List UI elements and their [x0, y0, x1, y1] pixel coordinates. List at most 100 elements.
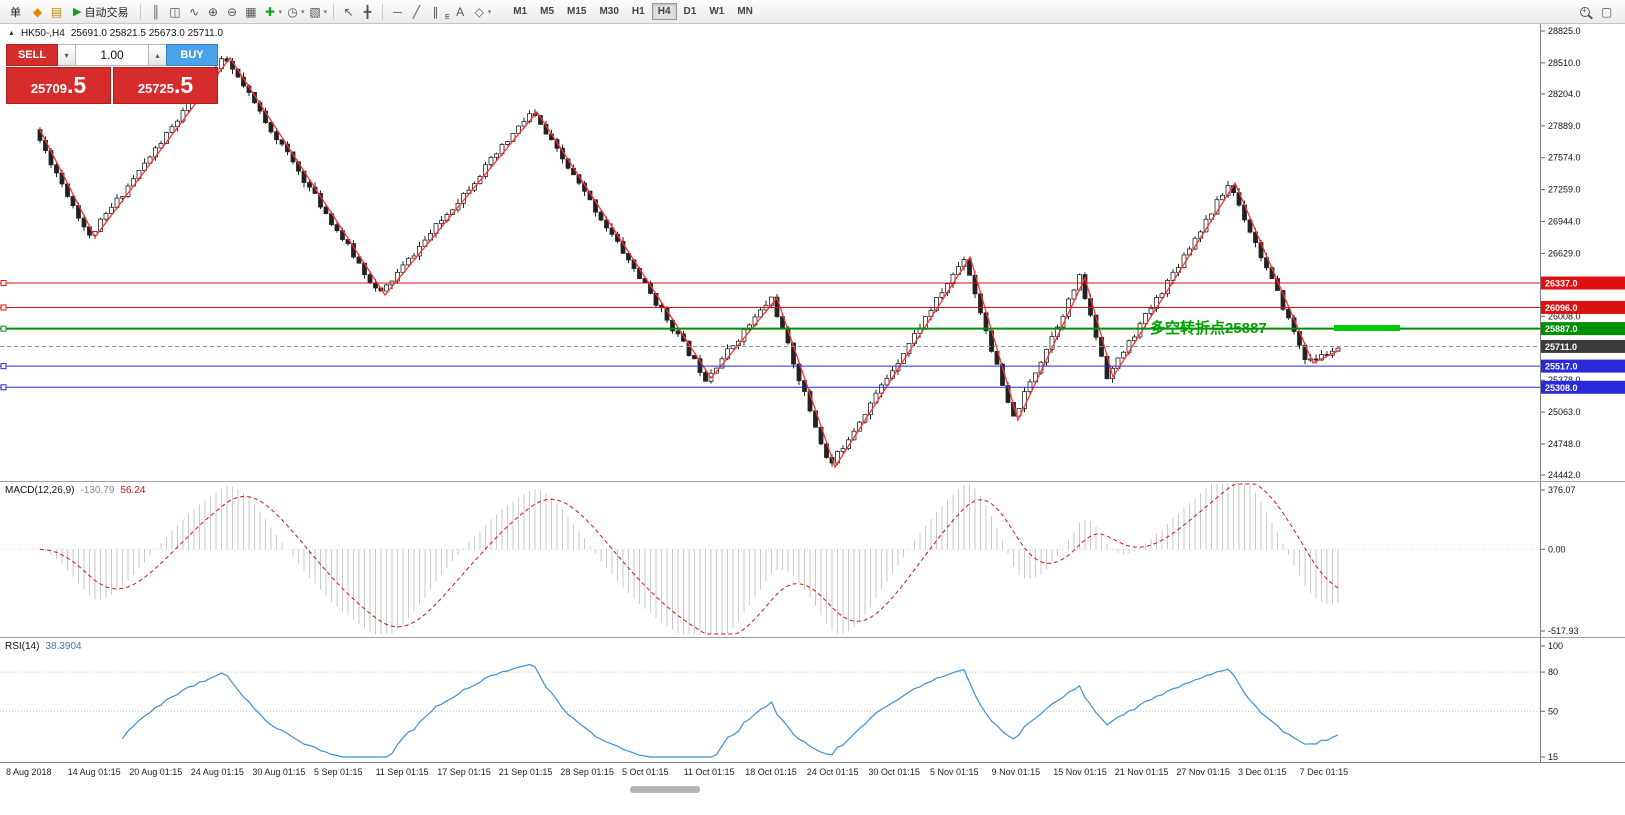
macd-label: MACD(12,26,9) — [5, 485, 75, 496]
rsi-value: 38.3904 — [45, 641, 82, 652]
time-axis-label: 30 Oct 01:15 — [868, 767, 920, 777]
svg-text:26629.0: 26629.0 — [1548, 248, 1581, 258]
svg-text:28204.0: 28204.0 — [1548, 89, 1581, 99]
panel-splitter[interactable] — [0, 481, 1625, 482]
zigzag-indicator[interactable] — [39, 56, 1341, 469]
macd-label-row: MACD(12,26,9) -130.79 56.24 — [5, 485, 145, 496]
text-tool-icon[interactable]: A — [456, 4, 465, 19]
chevron-down-icon[interactable]: ▾ — [323, 8, 328, 16]
timeframe-h1[interactable]: H1 — [631, 6, 645, 17]
bottom-strip — [0, 782, 1625, 815]
channel-sub-label: E — [445, 14, 450, 21]
price-axis-border — [1540, 24, 1541, 782]
volume-up-stepper[interactable]: ▴ — [149, 44, 166, 66]
macd-histogram — [45, 484, 1339, 634]
macd-signal-line — [39, 483, 1339, 635]
svg-text:25517.0: 25517.0 — [1545, 362, 1578, 372]
shapes-icon[interactable]: ◇ — [474, 4, 484, 19]
price-chart-canvas[interactable]: 28825.0 28510.0 28204.0 27889.0 27574.0 27259… — [0, 24, 1625, 481]
time-axis-label: 15 Nov 01:15 — [1053, 767, 1107, 777]
svg-text:26944.0: 26944.0 — [1548, 217, 1581, 227]
time-axis-label: 18 Oct 01:15 — [745, 767, 797, 777]
timeframe-h4[interactable]: H4 — [651, 3, 677, 20]
timeframe-m15[interactable]: M15 — [567, 6, 587, 17]
toolbar-right: + ▢ — [1580, 3, 1621, 21]
sell-price-button[interactable]: 25709 .5 — [6, 67, 111, 104]
time-axis[interactable]: 8 Aug 2018 14 Aug 01:15 20 Aug 01:15 24 Aug… — [0, 762, 1625, 782]
timeframe-m5[interactable]: M5 — [540, 6, 555, 17]
sell-button[interactable]: SELL — [6, 44, 58, 66]
time-axis-label: 5 Oct 01:15 — [622, 767, 669, 777]
chevron-down-icon[interactable]: ▾ — [300, 8, 305, 16]
time-axis-label: 27 Nov 01:15 — [1176, 767, 1230, 777]
buy-button[interactable]: BUY — [166, 44, 218, 66]
toolbar-separator — [382, 3, 384, 20]
rsi-label: RSI(14) — [5, 641, 40, 652]
crosshair-icon[interactable]: ╋ — [363, 4, 372, 19]
time-axis-label: 21 Sep 01:15 — [498, 767, 553, 777]
svg-text:28510.0: 28510.0 — [1548, 58, 1581, 68]
time-axis-label: 21 Nov 01:15 — [1114, 767, 1169, 777]
one-click-toggle-icon[interactable]: ▲ — [8, 30, 15, 37]
sell-price-frac: .5 — [66, 72, 87, 98]
chevron-down-icon[interactable]: ▾ — [487, 8, 492, 16]
svg-text:24442.0: 24442.0 — [1548, 470, 1581, 480]
time-axis-label: 5 Nov 01:15 — [930, 767, 979, 777]
templates-icon[interactable]: ▧ — [309, 4, 321, 19]
toolbar-separator — [333, 3, 335, 20]
channel-icon[interactable]: ∥ — [432, 4, 439, 19]
add-indicator-icon[interactable]: ✚ — [264, 4, 275, 19]
svg-text:25308.0: 25308.0 — [1545, 383, 1578, 393]
history-center-icon[interactable]: ▤ — [50, 4, 63, 19]
cursor-icon[interactable]: ↖ — [343, 4, 354, 19]
buy-price-main: 25725 — [137, 81, 174, 96]
zoom-out-icon[interactable]: ⊖ — [226, 4, 237, 19]
timeframe-w1[interactable]: W1 — [709, 6, 725, 17]
timeframe-mn[interactable]: MN — [737, 6, 753, 17]
zoom-in-icon[interactable]: ⊕ — [207, 4, 218, 19]
trendline-icon[interactable]: ╱ — [412, 4, 421, 19]
svg-text:50: 50 — [1548, 706, 1558, 716]
annotation-line[interactable] — [1334, 325, 1400, 331]
chevron-down-icon[interactable]: ▾ — [278, 8, 282, 16]
new-chart-icon[interactable]: ▢ — [1600, 4, 1613, 19]
ohlc-quote: 25691.0 25821.5 25673.0 25711.0 — [70, 28, 224, 39]
timeframe-m1[interactable]: M1 — [513, 6, 528, 17]
svg-text:26008.0: 26008.0 — [1548, 311, 1581, 321]
rsi-label-row: RSI(14) 38.3904 — [5, 641, 82, 652]
candlestick-chart-icon[interactable]: ◫ — [169, 4, 181, 19]
horizontal-level-lines[interactable] — [0, 280, 1540, 391]
macd-panel-canvas[interactable]: 376.07 0.00 -517.93 — [0, 481, 1625, 637]
sell-price-main: 25709 — [30, 81, 67, 96]
time-axis-label: 30 Aug 01:15 — [252, 767, 306, 777]
symbol-timeframe-label: HK50-,H4 — [20, 28, 65, 39]
tile-windows-icon[interactable]: ▦ — [245, 4, 257, 19]
time-axis-label: 7 Dec 01:15 — [1299, 767, 1349, 777]
buy-price-button[interactable]: 25725 .5 — [113, 67, 218, 104]
search-icon[interactable]: + — [1580, 5, 1590, 17]
time-axis-label: 24 Oct 01:15 — [806, 767, 859, 777]
bar-chart-icon[interactable]: ║ — [151, 4, 161, 19]
market-watch-icon[interactable]: ◆ — [32, 4, 43, 19]
price-axis[interactable]: 28825.0 28510.0 28204.0 27889.0 27574.0 27259… — [1540, 26, 1581, 480]
plus-sign: + — [1582, 5, 1587, 15]
new-order-label: 单 — [10, 6, 21, 19]
rsi-panel-canvas[interactable]: 100 80 50 15 — [0, 637, 1625, 762]
line-chart-icon[interactable]: ∿ — [188, 4, 199, 19]
auto-trading-button[interactable]: ▶ 自动交易 — [67, 2, 134, 21]
timeframe-d1[interactable]: D1 — [683, 6, 697, 17]
volume-down-stepper[interactable]: ▾ — [58, 44, 75, 66]
annotation-text[interactable]: 多空转折点25887 — [1150, 320, 1267, 337]
price-badges: 26337.0 26096.0 25887.0 25517.0 25308.0 25711… — [1541, 276, 1625, 394]
volume-field[interactable]: 1.00 — [75, 44, 149, 66]
timeframe-m30[interactable]: M30 — [599, 6, 619, 17]
periods-icon[interactable]: ◷ — [287, 4, 298, 19]
time-axis-label: 11 Oct 01:15 — [683, 767, 735, 777]
svg-text:27574.0: 27574.0 — [1548, 153, 1581, 163]
svg-text:27259.0: 27259.0 — [1548, 185, 1581, 195]
panel-splitter[interactable] — [0, 637, 1625, 638]
horizontal-line-icon[interactable]: ─ — [393, 4, 402, 19]
new-order-button[interactable]: 单 — [4, 2, 27, 21]
horizontal-scrollbar-thumb[interactable] — [630, 786, 700, 793]
time-axis-label: 11 Sep 01:15 — [375, 767, 429, 777]
